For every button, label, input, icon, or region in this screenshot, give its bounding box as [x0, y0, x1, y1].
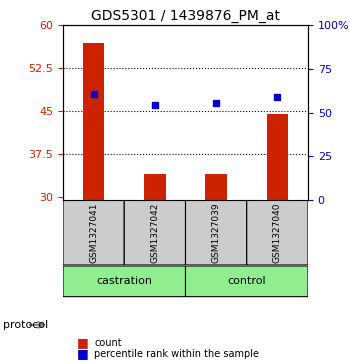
Text: GSM1327040: GSM1327040 — [273, 202, 282, 262]
Bar — [144, 174, 166, 200]
Text: control: control — [228, 276, 266, 286]
Text: ■: ■ — [77, 337, 89, 350]
FancyBboxPatch shape — [186, 200, 247, 265]
Text: GSM1327042: GSM1327042 — [150, 202, 159, 262]
Bar — [83, 42, 104, 200]
FancyBboxPatch shape — [63, 200, 124, 265]
Text: castration: castration — [96, 276, 152, 286]
FancyBboxPatch shape — [247, 200, 308, 265]
Text: GSM1327041: GSM1327041 — [89, 202, 98, 262]
Text: protocol: protocol — [4, 320, 49, 330]
Text: percentile rank within the sample: percentile rank within the sample — [94, 349, 259, 359]
Bar — [205, 174, 227, 200]
Text: GSM1327039: GSM1327039 — [212, 202, 220, 263]
FancyBboxPatch shape — [186, 266, 308, 297]
Text: ■: ■ — [77, 347, 89, 360]
FancyBboxPatch shape — [124, 200, 186, 265]
Title: GDS5301 / 1439876_PM_at: GDS5301 / 1439876_PM_at — [91, 9, 280, 23]
Bar — [267, 114, 288, 200]
FancyBboxPatch shape — [63, 266, 186, 297]
Text: count: count — [94, 338, 122, 348]
